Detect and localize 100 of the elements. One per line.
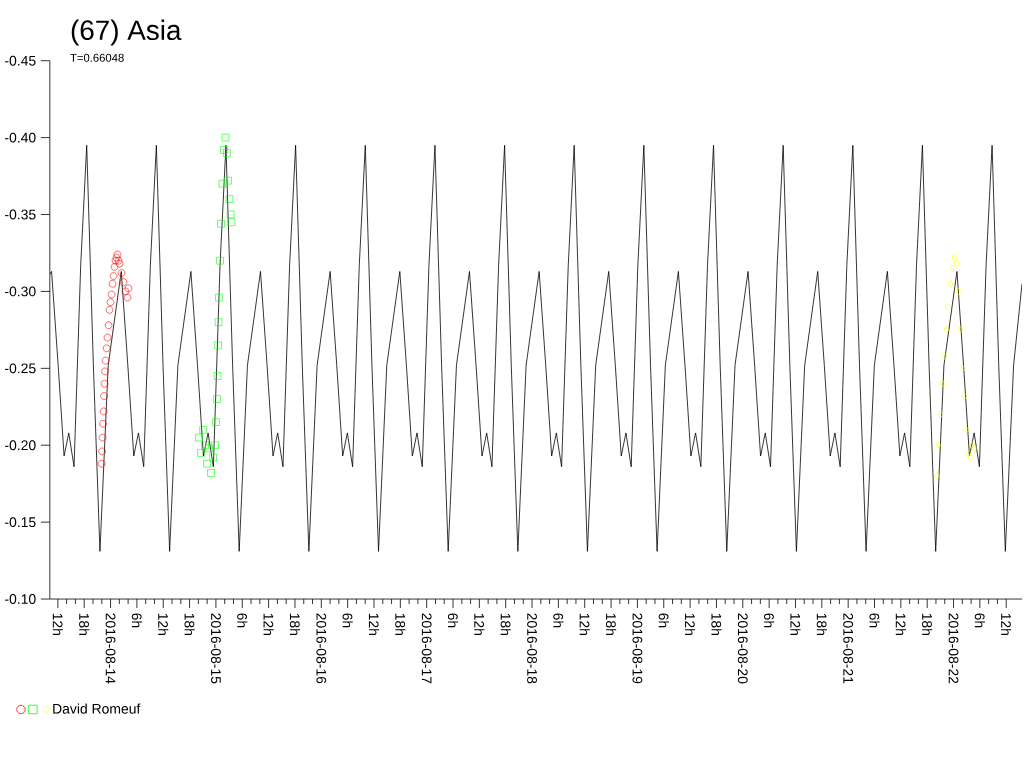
x-tick-label: 6h <box>342 613 353 628</box>
point <box>953 259 960 268</box>
point <box>223 149 231 157</box>
x-tick-label: 12h <box>685 613 696 635</box>
point <box>97 459 106 468</box>
x-tick-label: 6h <box>447 613 459 628</box>
point <box>213 372 222 380</box>
point <box>216 256 224 265</box>
x-tick-label: 12h <box>158 613 169 635</box>
x-tick-label: 2016-08-17 <box>421 613 432 684</box>
point <box>214 318 223 326</box>
point <box>99 407 108 416</box>
point <box>111 256 120 265</box>
point <box>224 176 232 185</box>
point <box>105 306 114 314</box>
point <box>195 433 203 442</box>
point <box>101 356 110 365</box>
point <box>961 392 968 400</box>
point <box>225 195 234 203</box>
x-tick-label: 2016-08-14 <box>105 613 116 684</box>
legend-label: David Romeuf <box>53 703 141 714</box>
x-tick-label: 6h <box>974 613 985 628</box>
y-tick-label: -0.35 <box>5 209 36 220</box>
x-tick-label: 12h <box>579 613 590 635</box>
point <box>106 298 115 306</box>
point <box>108 279 117 288</box>
point <box>107 290 116 299</box>
point <box>965 449 972 457</box>
point <box>943 326 950 334</box>
x-tick-label: 2016-08-18 <box>527 613 537 684</box>
x-tick-label: 18h <box>711 613 722 635</box>
point <box>98 447 106 456</box>
point <box>103 333 112 342</box>
point <box>226 210 235 219</box>
point <box>934 472 940 480</box>
x-tick-label: 18h <box>395 613 406 635</box>
point <box>212 418 220 426</box>
point <box>955 287 962 296</box>
point <box>115 259 124 268</box>
point <box>947 279 954 288</box>
point <box>211 441 219 449</box>
chart-title: (67) Asia <box>71 19 182 46</box>
point <box>100 379 109 388</box>
point <box>112 253 121 262</box>
point <box>217 219 225 228</box>
point <box>967 453 974 462</box>
point <box>101 367 109 376</box>
point <box>971 444 978 452</box>
x-tick-label: 2016-08-16 <box>316 613 327 684</box>
x-tick-label: 2016-08-20 <box>737 613 748 684</box>
point <box>121 287 130 296</box>
point <box>213 395 221 403</box>
x-tick-label: 18h <box>605 613 617 635</box>
point <box>959 364 966 372</box>
x-tick-label: 6h <box>658 613 669 628</box>
x-tick-label: 12h <box>1001 613 1012 635</box>
x-tick-label: 2016-08-15 <box>210 613 221 684</box>
point <box>214 341 222 349</box>
point <box>205 444 213 452</box>
point <box>104 321 113 329</box>
x-tick-label: 2016-08-21 <box>843 613 854 684</box>
point <box>218 179 227 188</box>
x-tick-label: 6h <box>553 613 564 628</box>
x-tick-label: 12h <box>790 613 801 635</box>
point <box>100 392 108 400</box>
x-tick-label: 12h <box>474 613 485 635</box>
point <box>117 269 126 277</box>
point <box>220 146 228 154</box>
x-tick-label: 6h <box>869 613 880 628</box>
point <box>109 272 118 280</box>
point <box>939 379 946 388</box>
point <box>969 441 976 449</box>
point <box>935 441 942 449</box>
x-tick-label: 18h <box>816 613 827 635</box>
y-tick-label: -0.30 <box>5 286 36 297</box>
point <box>119 278 128 286</box>
point <box>215 293 223 302</box>
point <box>221 133 230 142</box>
chart-subtitle: T=0.66048 <box>70 53 124 62</box>
x-tick-label: 6h <box>131 613 143 628</box>
point <box>201 441 209 449</box>
x-tick-label: 18h <box>922 613 933 635</box>
x-tick-label: 18h <box>79 613 90 635</box>
x-tick-label: 18h <box>500 613 511 635</box>
y-tick-label: -0.40 <box>5 132 36 143</box>
point <box>937 410 944 419</box>
x-tick-label: 18h <box>289 613 301 635</box>
point <box>110 262 119 271</box>
x-tick-label: 12h <box>368 613 380 635</box>
point <box>209 453 217 462</box>
y-tick-label: -0.20 <box>5 440 36 451</box>
y-tick-label: -0.15 <box>5 517 36 527</box>
point <box>941 352 948 360</box>
point <box>124 284 133 292</box>
y-tick-label: -0.10 <box>5 594 36 604</box>
point <box>945 302 952 311</box>
point <box>102 344 111 352</box>
point <box>957 326 964 334</box>
x-tick-label: 12h <box>895 613 906 635</box>
y-tick-label: -0.45 <box>5 55 36 66</box>
